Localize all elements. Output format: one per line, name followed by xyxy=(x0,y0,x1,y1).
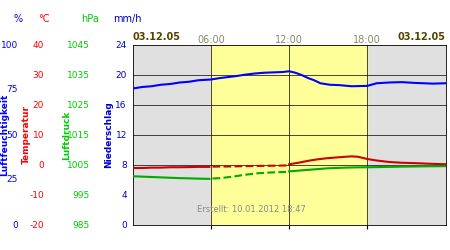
Text: 985: 985 xyxy=(73,220,90,230)
Text: 50: 50 xyxy=(6,130,18,140)
Text: mm/h: mm/h xyxy=(112,14,141,24)
Text: Luftdruck: Luftdruck xyxy=(62,110,71,160)
Text: 0: 0 xyxy=(12,220,18,230)
Text: Niederschlag: Niederschlag xyxy=(104,102,113,168)
Text: hPa: hPa xyxy=(81,14,99,24)
Text: 0: 0 xyxy=(121,220,127,230)
Bar xyxy=(211,45,289,225)
Text: 1035: 1035 xyxy=(67,70,90,80)
Text: 10: 10 xyxy=(32,130,44,140)
Text: 12: 12 xyxy=(116,130,127,140)
Text: 25: 25 xyxy=(7,176,18,184)
Text: 1015: 1015 xyxy=(67,130,90,140)
Text: 1005: 1005 xyxy=(67,160,90,170)
Text: Luftfeuchtigkeit: Luftfeuchtigkeit xyxy=(0,94,9,176)
Bar xyxy=(367,45,446,225)
Text: 40: 40 xyxy=(33,40,44,50)
Bar xyxy=(289,45,367,225)
Text: 20: 20 xyxy=(116,70,127,80)
Text: 75: 75 xyxy=(6,86,18,94)
Text: °C: °C xyxy=(38,14,50,24)
Text: Temperatur: Temperatur xyxy=(22,106,31,164)
Text: 18:00: 18:00 xyxy=(353,35,381,45)
Text: 0: 0 xyxy=(38,160,44,170)
Text: -20: -20 xyxy=(30,220,44,230)
Text: -10: -10 xyxy=(29,190,44,200)
Text: 03.12.05: 03.12.05 xyxy=(133,32,181,42)
Text: 100: 100 xyxy=(1,40,18,50)
Text: 995: 995 xyxy=(73,190,90,200)
Text: 4: 4 xyxy=(121,190,127,200)
Text: 16: 16 xyxy=(115,100,127,110)
Text: 20: 20 xyxy=(33,100,44,110)
Bar xyxy=(133,45,211,225)
Text: Erstellt: 10.01.2012 18:47: Erstellt: 10.01.2012 18:47 xyxy=(197,205,306,214)
Text: 30: 30 xyxy=(32,70,44,80)
Text: 24: 24 xyxy=(116,40,127,50)
Text: 8: 8 xyxy=(121,160,127,170)
Text: 1045: 1045 xyxy=(67,40,90,50)
Text: 1025: 1025 xyxy=(67,100,90,110)
Text: 03.12.05: 03.12.05 xyxy=(397,32,446,42)
Text: 12:00: 12:00 xyxy=(275,35,303,45)
Text: 06:00: 06:00 xyxy=(197,35,225,45)
Text: %: % xyxy=(14,14,22,24)
